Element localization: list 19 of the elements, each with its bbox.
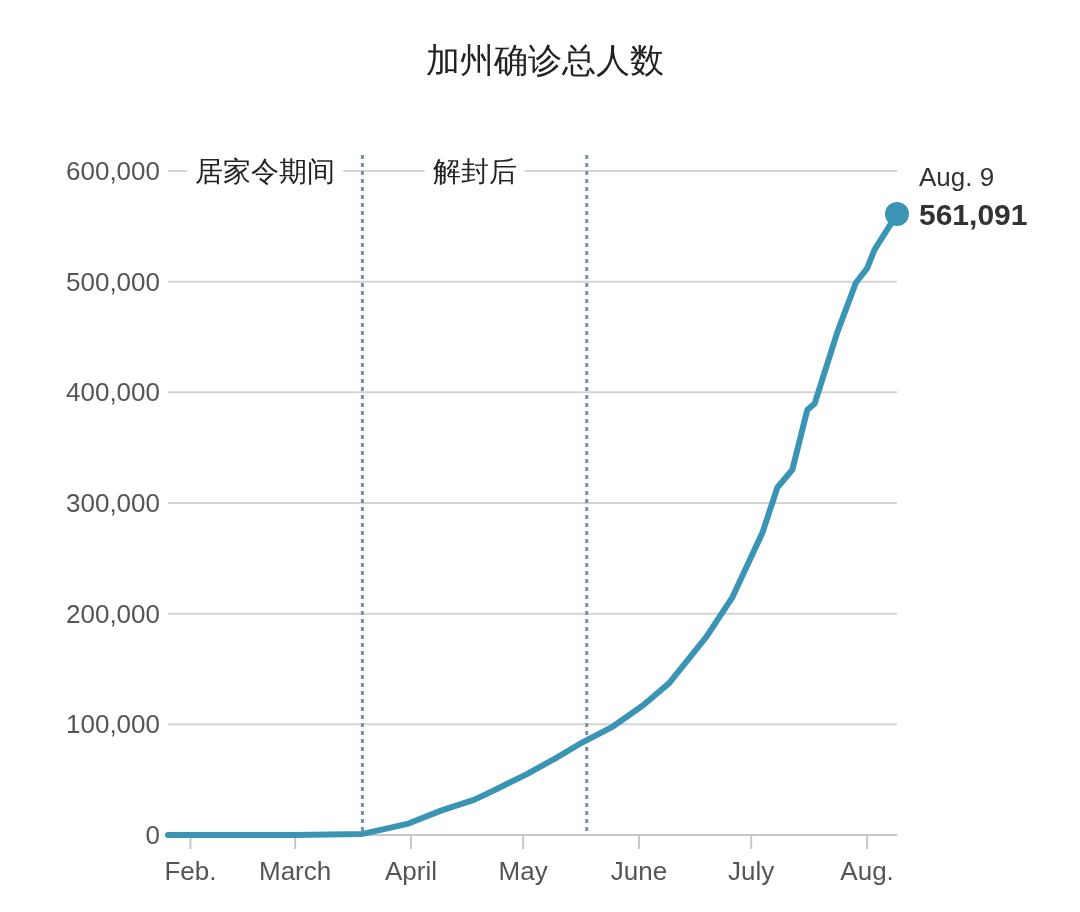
y-tick-label: 600,000 [66, 156, 160, 186]
chart-title: 加州确诊总人数 [426, 41, 664, 79]
y-tick-label: 400,000 [66, 377, 160, 408]
x-tick-label: April [384, 856, 438, 886]
y-tick-label: 300,000 [66, 488, 160, 518]
data-label: 561,091 [919, 198, 1028, 232]
annotation: Aug. 9 [919, 162, 995, 193]
x-tick-label: Aug. [840, 856, 894, 886]
x-tick-label: July [728, 856, 775, 886]
ref-line-label: 居家令期间 [195, 156, 336, 187]
y-tick-label: 200,000 [66, 598, 160, 629]
x-tick-label: May [498, 856, 548, 886]
y-tick-label: 0 [145, 820, 160, 850]
y-tick-label: 100,000 [66, 709, 160, 740]
x-tick-label: Feb. [164, 856, 217, 886]
ref-line-label: 解封后 [432, 156, 517, 187]
y-tick-label: 500,000 [66, 266, 160, 297]
x-tick-label: June [610, 856, 668, 886]
x-tick-label: March [258, 856, 332, 886]
